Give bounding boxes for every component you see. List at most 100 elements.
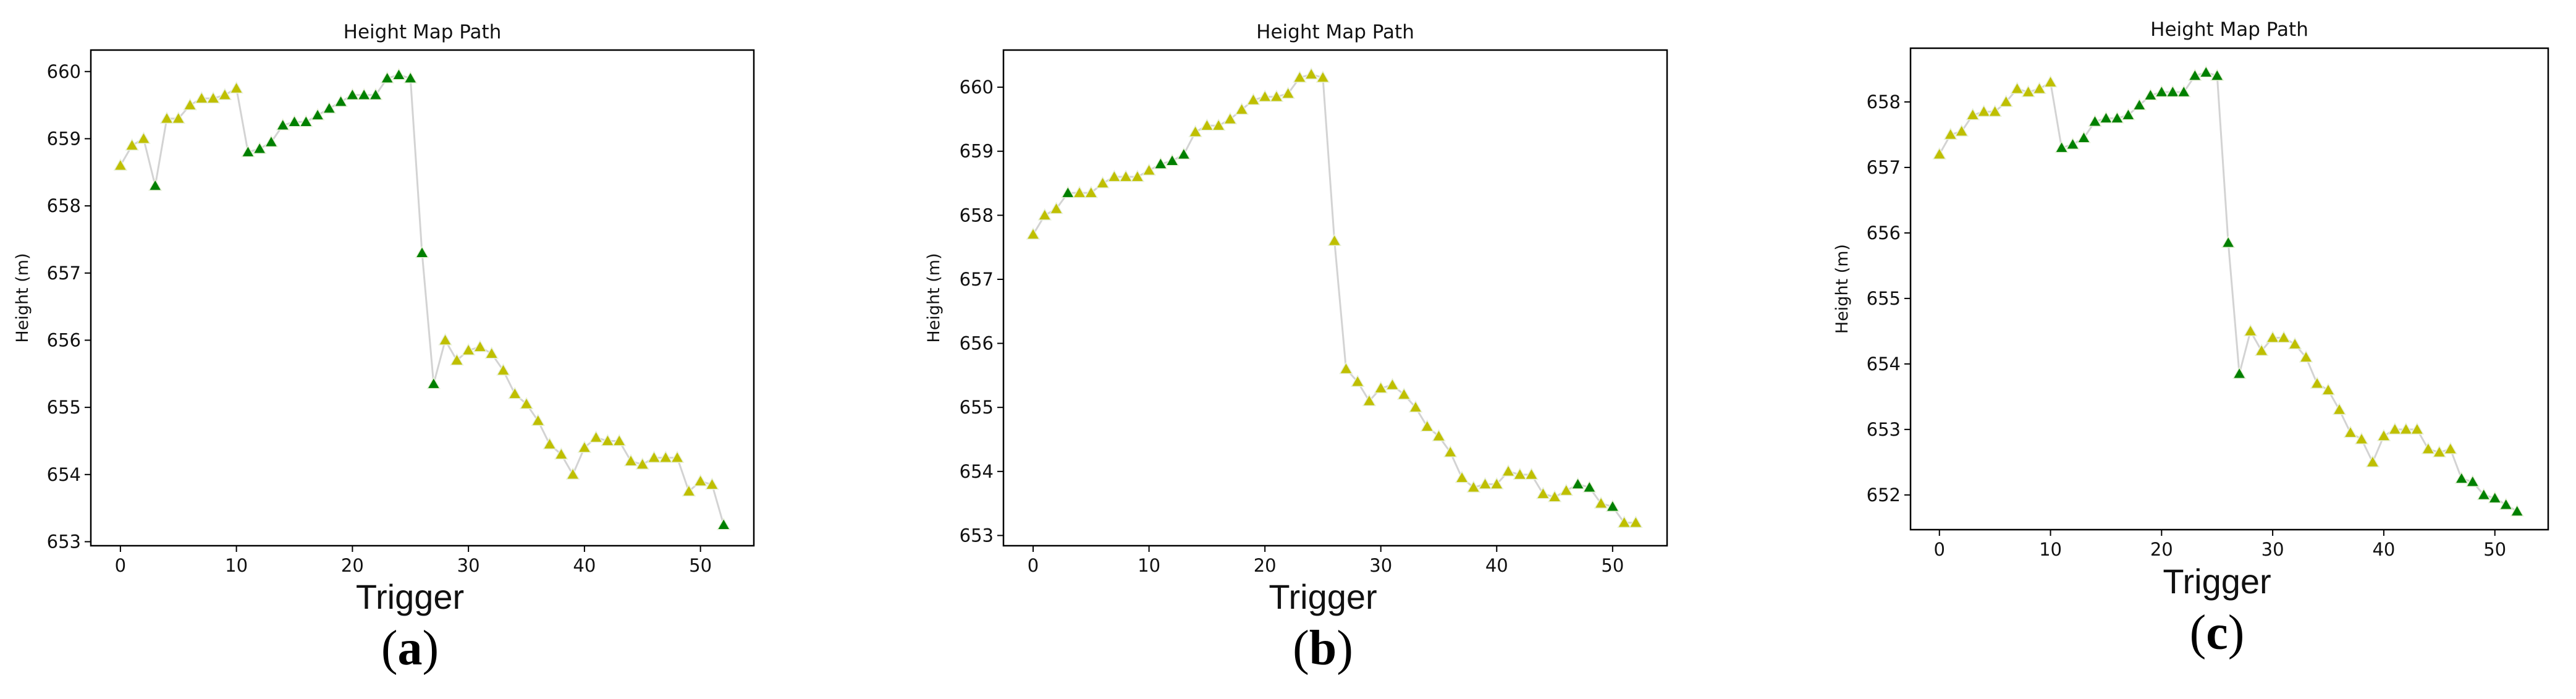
data-point-marker: [1235, 102, 1249, 115]
data-point-marker: [1026, 227, 1041, 240]
panel-label: (b): [1293, 621, 1353, 676]
y-tick-label: 656: [47, 329, 81, 350]
chart-title: Height Map Path: [2150, 19, 2308, 41]
data-point-marker: [2243, 324, 2258, 337]
y-tick-label: 655: [47, 397, 81, 418]
data-point-marker: [2166, 85, 2180, 98]
data-point-marker: [2465, 475, 2480, 487]
data-point-marker: [2088, 114, 2102, 127]
data-point-marker: [183, 98, 197, 111]
data-point-marker: [1060, 185, 1075, 198]
data-point-marker: [1629, 515, 1643, 528]
data-point-marker: [113, 158, 128, 171]
data-point-marker: [682, 484, 696, 497]
data-point-marker: [1281, 86, 1295, 99]
y-tick-label: 654: [960, 461, 994, 482]
data-point-marker: [2132, 98, 2147, 111]
data-point-marker: [705, 477, 719, 490]
data-point-marker: [1932, 147, 1947, 159]
data-point-marker: [2299, 350, 2313, 363]
x-tick-label: 50: [1601, 555, 1624, 576]
data-point-marker: [2310, 376, 2325, 389]
data-point-marker: [2265, 330, 2280, 343]
data-point-marker: [392, 67, 406, 80]
data-point-marker: [368, 88, 383, 101]
data-point-marker: [1096, 176, 1110, 189]
data-point-marker: [554, 447, 568, 460]
data-point-marker: [2054, 140, 2069, 153]
y-tick-label: 657: [1867, 157, 1901, 178]
data-point-marker: [1559, 483, 1574, 496]
data-point-marker: [1432, 429, 1446, 442]
x-tick-label: 50: [689, 555, 712, 576]
plot-area: [1002, 49, 1668, 547]
data-point-marker: [2143, 88, 2158, 101]
data-point-marker: [1455, 470, 1469, 483]
data-point-marker: [2155, 85, 2169, 98]
data-point-marker: [2421, 442, 2436, 454]
data-point-marker: [1200, 118, 1214, 131]
data-point-marker: [2110, 111, 2124, 124]
data-point-marker: [2321, 383, 2336, 396]
y-tick-label: 653: [1867, 419, 1901, 440]
data-point-marker: [2510, 504, 2524, 517]
y-axis-label: Height (m): [1833, 244, 1852, 334]
y-tick-label: 657: [960, 269, 994, 290]
data-point-marker: [659, 451, 673, 463]
data-point-marker: [1582, 480, 1597, 493]
data-point-marker: [217, 88, 232, 101]
data-point-marker: [2232, 366, 2247, 379]
data-point-marker: [1571, 477, 1585, 489]
y-tick-label: 660: [47, 61, 81, 82]
x-tick-label: 30: [2261, 539, 2284, 560]
data-point-marker: [2388, 422, 2402, 435]
data-point-marker: [2454, 471, 2469, 484]
y-tick-label: 658: [47, 195, 81, 216]
x-tick-label: 0: [1934, 539, 1945, 560]
data-point-marker: [2488, 491, 2502, 504]
data-point-marker: [229, 81, 243, 94]
data-point-marker: [670, 451, 685, 463]
y-tick-label: 656: [960, 333, 994, 354]
x-tick-label: 20: [2150, 539, 2173, 560]
data-point-marker: [1396, 387, 1411, 400]
data-point-marker: [1315, 70, 1330, 83]
data-point-marker: [1443, 445, 1458, 457]
chart-c: Height Map Path 0 10 20 30 40 50 652 653 654 655 65…: [1833, 19, 2549, 660]
data-point-marker: [1293, 70, 1307, 83]
data-point-marker: [2287, 337, 2302, 350]
data-point-marker: [2432, 445, 2447, 458]
data-point-marker: [1489, 477, 1504, 489]
panel-letter: c: [2206, 606, 2228, 660]
data-point-marker: [276, 118, 290, 130]
data-point-marker: [2477, 488, 2491, 501]
y-tick-label: 660: [960, 77, 994, 98]
data-point-marker: [2343, 425, 2358, 438]
data-point-marker: [2499, 498, 2513, 510]
panel-label: (a): [381, 621, 439, 676]
data-point-marker: [287, 114, 302, 127]
data-point-marker: [1211, 118, 1226, 131]
data-point-marker: [2043, 75, 2058, 88]
data-point-marker: [241, 145, 255, 158]
data-point-marker: [1385, 378, 1400, 391]
y-tick-label: 659: [47, 128, 81, 149]
data-point-marker: [635, 457, 650, 470]
data-point-marker: [2099, 111, 2113, 124]
data-point-marker: [2010, 82, 2024, 94]
data-point-marker: [2210, 69, 2224, 81]
data-point-marker: [1617, 515, 1631, 528]
x-tick-label: 50: [2483, 539, 2506, 560]
data-point-marker: [1943, 127, 1958, 140]
data-point-marker: [159, 111, 174, 124]
y-tick-label: 655: [1867, 288, 1901, 309]
data-point-marker: [496, 363, 510, 376]
chart-a: Height Map Path 0 10 20 30 40 50 653 654 655 656 65…: [13, 21, 755, 676]
data-point-marker: [1049, 201, 1063, 214]
data-point-marker: [252, 142, 267, 154]
data-point-marker: [2365, 455, 2380, 468]
data-point-marker: [2254, 344, 2269, 356]
data-point-marker: [1176, 147, 1191, 160]
data-point-marker: [310, 108, 325, 121]
